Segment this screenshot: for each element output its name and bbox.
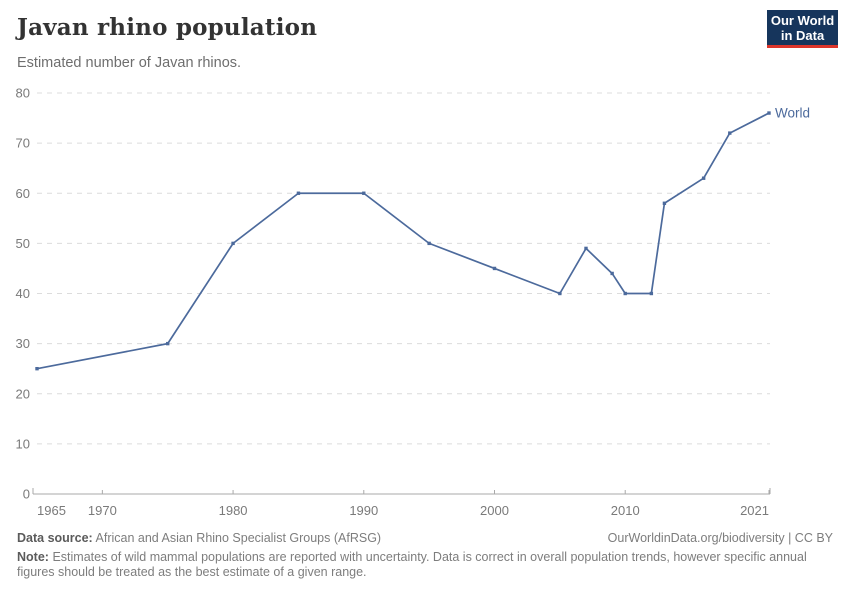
- y-tick-label: 20: [16, 386, 30, 401]
- x-tick-label: 1965: [37, 503, 66, 518]
- x-tick-label: 1980: [219, 503, 248, 518]
- chart-subtitle: Estimated number of Javan rhinos.: [17, 55, 242, 71]
- data-point[interactable]: [492, 266, 497, 271]
- y-tick-label: 60: [16, 186, 30, 201]
- chart-footer: Data source: African and Asian Rhino Spe…: [17, 531, 833, 581]
- data-point[interactable]: [584, 246, 588, 251]
- x-tick-label: 2010: [611, 503, 640, 518]
- y-tick-label: 40: [16, 286, 30, 301]
- data-point[interactable]: [623, 291, 627, 296]
- y-tick-label: 50: [16, 236, 30, 251]
- owid-logo[interactable]: Our World in Data: [767, 10, 838, 48]
- y-tick-label: 70: [16, 136, 30, 151]
- note-label: Note:: [17, 549, 49, 564]
- owid-logo-line1: Our World: [770, 12, 835, 28]
- data-point[interactable]: [231, 241, 235, 246]
- data-point[interactable]: [767, 111, 771, 115]
- chart-note: Note: Estimates of wild mammal populatio…: [17, 550, 817, 581]
- y-tick-label: 0: [23, 487, 30, 502]
- data-point[interactable]: [427, 241, 431, 246]
- data-point[interactable]: [362, 191, 366, 195]
- data-point[interactable]: [649, 291, 654, 296]
- series-line[interactable]: [36, 112, 770, 370]
- data-point[interactable]: [558, 291, 562, 296]
- data-source: Data source: African and Asian Rhino Spe…: [17, 531, 381, 547]
- data-point[interactable]: [728, 131, 732, 135]
- chart-title: Javan rhino population: [17, 14, 318, 41]
- x-tick-label: 1970: [88, 503, 117, 518]
- chart-canvas[interactable]: 0 10 20 30 40 50 60 70 80 1965 1970 1980 1990 2000 201…: [0, 0, 850, 528]
- y-tick-label: 30: [16, 336, 30, 351]
- y-tick-label: 10: [16, 436, 30, 451]
- data-source-label: Data source:: [17, 531, 93, 545]
- owid-logo-line2: in Data: [780, 27, 825, 43]
- data-point[interactable]: [701, 176, 706, 180]
- data-point[interactable]: [610, 271, 614, 276]
- series-label[interactable]: World: [775, 106, 810, 121]
- y-tick-label: 80: [16, 86, 30, 101]
- x-tick-label: 1990: [349, 503, 378, 518]
- owid-url-link[interactable]: OurWorldinData.org/biodiversity | CC BY: [607, 531, 833, 545]
- data-point[interactable]: [662, 201, 667, 205]
- x-tick-label: 2000: [480, 503, 509, 518]
- x-tick-label: 2021: [740, 503, 769, 518]
- data-point[interactable]: [296, 191, 301, 195]
- data-point[interactable]: [166, 341, 170, 346]
- note-text: Estimates of wild mammal populations are…: [17, 549, 807, 580]
- data-point[interactable]: [35, 366, 39, 371]
- data-source-text: African and Asian Rhino Specialist Group…: [95, 531, 382, 545]
